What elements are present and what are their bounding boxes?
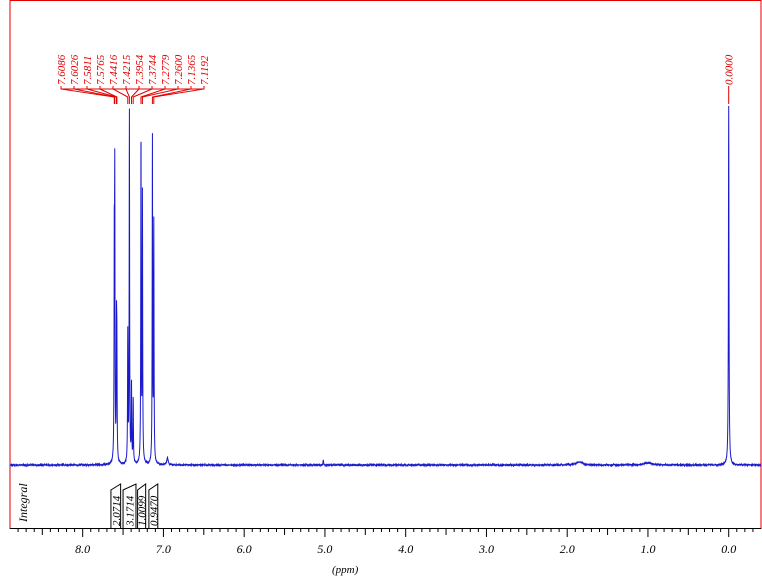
peak-label-line-8 — [140, 86, 166, 104]
peak-label-line-7 — [132, 86, 153, 104]
x-axis-layer: 8.0 7.0 6.0 5.0 4.0 3.0 2.0 1.0 0.0 (ppm) — [10, 528, 761, 576]
peak-label-3: 7.5765 — [95, 54, 107, 85]
peak-labels-layer: 7.6086 7.6026 7.5811 7.5765 7.4416 7.4215 7.39… — [56, 54, 736, 104]
integral-bracket-2 — [137, 483, 147, 528]
peak-label-10: 7.1365 — [186, 54, 198, 85]
peak-label-7: 7.3744 — [147, 54, 159, 85]
peak-label-1: 7.6026 — [69, 54, 81, 85]
x-tick-label-5: 3.0 — [478, 542, 494, 556]
spectrum-layer — [9, 105, 762, 468]
peak-label-0: 7.6086 — [56, 54, 68, 85]
peak-label-line-1 — [73, 86, 116, 104]
x-tick-label-8: 0.0 — [721, 542, 736, 556]
peak-label-9: 7.2600 — [173, 54, 185, 85]
integral-bracket-1 — [122, 483, 137, 528]
x-axis-label: (ppm) — [332, 564, 359, 576]
peak-label-5: 7.4215 — [121, 54, 133, 85]
spectrum-trace — [9, 105, 762, 468]
peak-label-11: 7.1192 — [199, 55, 211, 85]
peak-label-line-11 — [153, 86, 205, 104]
peak-label-line-10 — [151, 86, 192, 104]
integral-bracket-0 — [110, 483, 122, 528]
integral-label-1: 3.1714 — [125, 495, 137, 527]
x-tick-label-1: 7.0 — [156, 542, 171, 556]
peak-label-8: 7.2779 — [160, 54, 172, 85]
peak-label-4: 7.4416 — [108, 54, 120, 85]
peak-label-line-9 — [141, 86, 179, 104]
integral-title: Integral — [16, 483, 30, 523]
x-tick-label-0: 8.0 — [75, 542, 90, 556]
peak-label-line-5 — [125, 86, 130, 104]
tms-label: 0.0000 — [724, 54, 736, 85]
integral-label-0: 2.0714 — [111, 495, 123, 526]
x-tick-label-6: 2.0 — [560, 542, 575, 556]
x-tick-label-4: 4.0 — [398, 542, 413, 556]
integral-bracket-3 — [148, 483, 159, 528]
x-tick-label-3: 5.0 — [317, 542, 332, 556]
x-tick-label-2: 6.0 — [237, 542, 252, 556]
integral-label-3: 0.9470 — [148, 495, 160, 526]
peak-label-line-3 — [99, 86, 118, 104]
peak-label-line-6 — [131, 86, 140, 104]
integral-label-2: 1.0099 — [137, 495, 149, 526]
peak-label-line-4 — [112, 86, 129, 104]
peak-label-2: 7.5811 — [82, 56, 94, 85]
x-tick-label-7: 1.0 — [640, 542, 655, 556]
peak-label-6: 7.3954 — [134, 54, 146, 85]
integral-layer: Integral 2.0714 3.1714 1.0099 0.9470 — [16, 483, 160, 528]
